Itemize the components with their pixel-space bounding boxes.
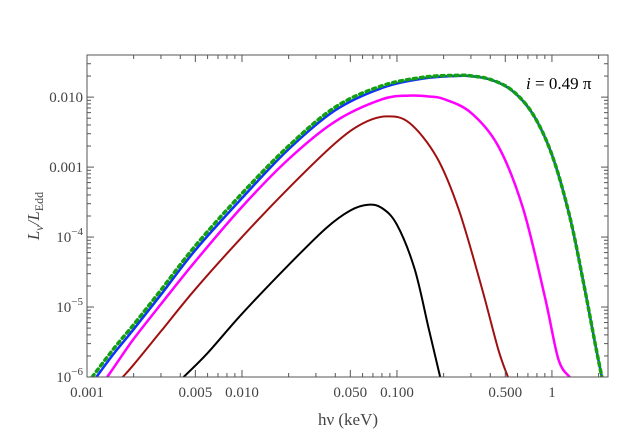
x-tick-label: 0.005 <box>178 385 212 401</box>
x-tick-label: 0.050 <box>333 385 367 401</box>
series-line-blue <box>95 74 604 377</box>
x-tick-label: 0.001 <box>70 385 104 401</box>
y-tick-label: 10−4 <box>56 226 83 246</box>
x-tick-label: 0.010 <box>225 385 259 401</box>
x-tick-label: 0.500 <box>488 385 522 401</box>
tick-layer <box>86 54 608 378</box>
x-tick-label: 1 <box>548 385 556 401</box>
y-tick-label: 10−6 <box>56 366 83 386</box>
y-tick-label: 0.001 <box>49 160 83 176</box>
series-line-darkred <box>121 115 509 377</box>
series-line-green-dotted <box>90 73 604 377</box>
x-axis-title: hν (keV) <box>318 410 378 429</box>
y-tick-label: 0.010 <box>49 90 83 106</box>
y-tick-label: 10−5 <box>56 296 83 316</box>
series-line-magenta <box>106 94 571 377</box>
series-layer <box>90 73 604 377</box>
series-line-black <box>182 203 442 377</box>
label-layer: 0.001 0.005 0.010 0.050 0.100 0.500 1 10−6 10−5 1… <box>49 90 555 401</box>
y-axis-title: Lν/LEdd <box>24 192 46 241</box>
inclination-annotation: i = 0.49 π <box>526 74 592 93</box>
x-tick-label: 0.100 <box>380 385 414 401</box>
